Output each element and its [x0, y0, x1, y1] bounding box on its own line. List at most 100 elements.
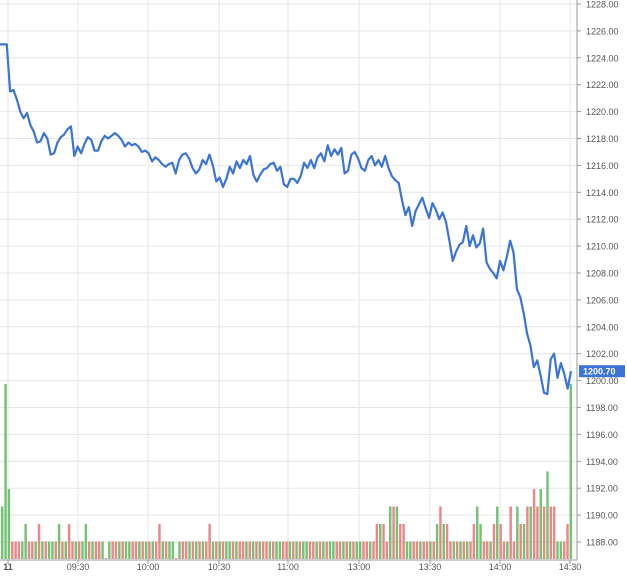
volume-bar: [509, 506, 512, 559]
volume-bar: [14, 541, 17, 559]
volume-bar: [358, 541, 362, 559]
volume-bar: [228, 541, 231, 559]
volume-bar: [27, 541, 31, 559]
volume-bar: [138, 541, 141, 559]
volume-bar: [455, 541, 459, 559]
volume-bar: [348, 541, 352, 559]
volume-bar: [41, 541, 44, 559]
volume-bar: [298, 541, 302, 559]
volume-bar: [131, 541, 134, 559]
volume-bar: [124, 541, 128, 559]
volume-bar: [496, 506, 499, 559]
volume-bar: [449, 541, 452, 559]
volume-bar: [87, 541, 91, 559]
last-price-tag-bg: [579, 365, 625, 378]
volume-bar: [195, 541, 198, 559]
volume-bar: [295, 541, 298, 559]
volume-bar: [161, 541, 165, 559]
volume-bar: [368, 541, 372, 559]
x-tick-label: 11: [3, 562, 13, 572]
y-tick-label: 1214.00: [586, 188, 619, 198]
volume-bar: [415, 541, 419, 559]
volume-bar: [11, 541, 14, 559]
volume-bar: [382, 524, 385, 559]
y-tick-label: 1224.00: [586, 53, 619, 63]
y-axis-labels: 1228.00 1226.00 1224.00 1222.00 1220.00 1218.…: [586, 0, 619, 548]
volume-bar: [51, 541, 54, 559]
x-tick-label: 10:30: [208, 562, 231, 572]
y-tick-label: 1212.00: [586, 215, 619, 225]
volume-bar: [218, 541, 221, 559]
volume-bar: [556, 541, 559, 559]
volume-bar: [248, 541, 251, 559]
y-tick-label: 1226.00: [586, 26, 619, 36]
volume-bar: [225, 541, 228, 559]
volume-bar: [532, 489, 536, 559]
x-tick-label: 10:00: [137, 562, 160, 572]
last-price-tag: 1200.70: [579, 365, 625, 378]
price-line: [0, 43, 573, 396]
volume-bar: [191, 541, 195, 559]
y-tick-label: 1192.00: [586, 484, 618, 494]
volume-bar: [255, 541, 258, 559]
volume-bar: [552, 506, 556, 559]
volume-bar: [151, 541, 154, 559]
volume-bar: [208, 524, 211, 559]
x-tick-label: 11:00: [277, 562, 299, 572]
volume-bar: [305, 541, 308, 559]
volume-bar: [275, 541, 278, 559]
volume-bar: [198, 541, 201, 559]
volume-bar: [566, 524, 569, 559]
x-axis-labels: 11 09:30 10:00 10:30 11:00 13:00 13:30 14:00 14:…: [3, 562, 581, 572]
volume-bar: [168, 541, 171, 559]
volume-bar: [419, 541, 422, 559]
volume-bar: [285, 541, 288, 559]
volume-bar: [526, 506, 529, 559]
volume-bar: [378, 524, 382, 559]
volume-bar: [271, 541, 275, 559]
volume-bar: [439, 506, 442, 559]
volume-bar: [322, 541, 325, 559]
volume-bar: [385, 541, 389, 559]
volume-bar: [281, 541, 285, 559]
volume-bar: [91, 541, 94, 559]
volume-bar: [465, 541, 469, 559]
y-tick-label: 1204.00: [586, 322, 619, 332]
volume-bar: [1, 506, 4, 559]
volume-bar: [302, 541, 305, 559]
y-tick-label: 1202.00: [586, 349, 619, 359]
volume-bar: [81, 541, 84, 559]
volume-bar: [111, 541, 114, 559]
volume-bar: [445, 524, 449, 559]
volume-bar: [181, 541, 185, 559]
volume-bar: [31, 541, 34, 559]
volume-bar: [77, 541, 81, 559]
volume-bar: [375, 524, 379, 559]
volume-bar: [148, 541, 151, 559]
volume-bar: [184, 541, 188, 559]
volume-bar: [389, 506, 392, 559]
volume-bar: [128, 541, 131, 559]
volume-bar: [429, 541, 432, 559]
volume-bar: [7, 489, 11, 559]
volume-bar: [399, 524, 402, 559]
volume-bar: [332, 541, 335, 559]
volume-bar: [47, 541, 51, 559]
x-tick-label: 13:00: [348, 562, 371, 572]
volume-bar: [536, 506, 539, 559]
volume-bar: [251, 541, 255, 559]
volume-bar: [17, 541, 21, 559]
volume-bar: [268, 541, 272, 559]
x-tick-label: 14:00: [489, 562, 512, 572]
volume-bar: [278, 541, 282, 559]
y-tick-label: 1208.00: [586, 269, 619, 279]
volume-bar: [365, 541, 369, 559]
volume-bar: [409, 541, 412, 559]
volume-bar: [211, 541, 215, 559]
volume-bar: [355, 541, 359, 559]
volume-bar: [158, 524, 161, 559]
volume-bar: [559, 541, 563, 559]
volume-bar: [539, 489, 542, 559]
